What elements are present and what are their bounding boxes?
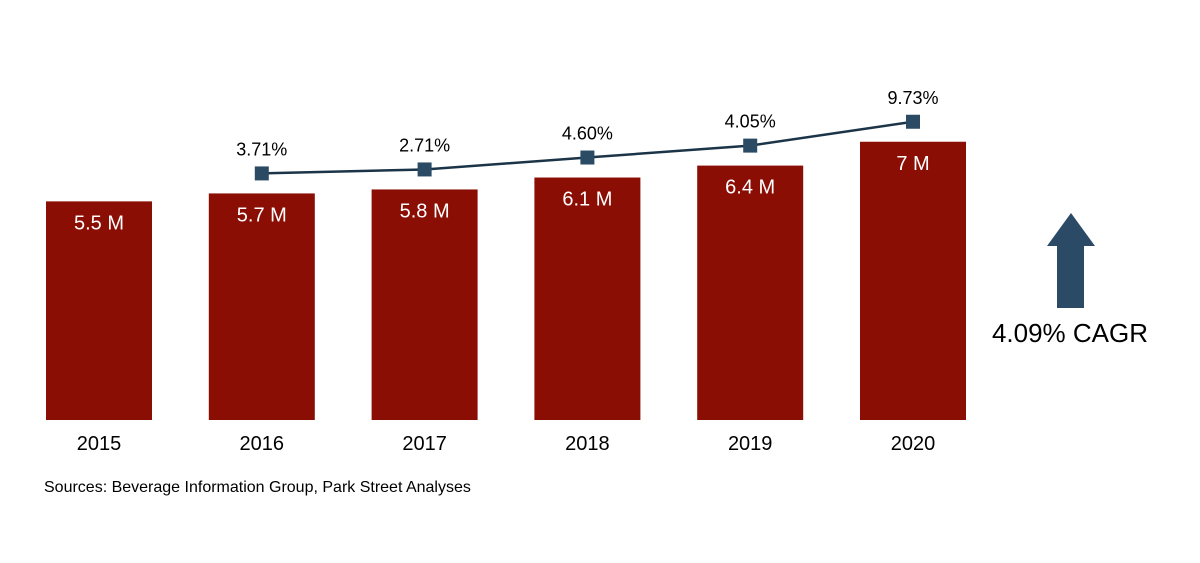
growth-label: 4.05% (725, 112, 776, 132)
cagr-label: 4.09% CAGR (992, 318, 1148, 348)
growth-label: 9.73% (887, 88, 938, 108)
growth-marker-2020 (906, 114, 920, 129)
x-tick-label: 2015 (77, 433, 122, 455)
bar-2019 (697, 165, 804, 420)
x-tick-label: 2019 (728, 433, 773, 455)
growth-marker-2017 (417, 162, 432, 177)
bar-value-label: 5.8 M (400, 200, 450, 222)
bar-value-label: 6.1 M (562, 189, 612, 211)
bar-value-label: 5.7 M (237, 204, 287, 226)
x-tick-label: 2018 (565, 433, 610, 455)
growth-marker-2016 (254, 166, 269, 181)
growth-label: 4.60% (562, 124, 613, 144)
bar-2018 (534, 177, 641, 420)
bar-value-label: 7 M (896, 153, 929, 175)
bar-2020 (860, 141, 966, 420)
up-arrow-icon (1047, 213, 1095, 308)
growth-marker-2018 (580, 150, 595, 165)
bar-value-label: 5.5 M (74, 212, 124, 234)
growth-label: 3.71% (236, 139, 287, 159)
growth-label: 2.71% (399, 135, 450, 155)
bar-2017 (371, 189, 478, 420)
bar-value-label: 6.4 M (725, 177, 775, 199)
bar-2016 (208, 193, 315, 420)
x-tick-label: 2016 (240, 433, 285, 455)
bar-2015 (46, 201, 152, 420)
source-note: Sources: Beverage Information Group, Par… (44, 479, 471, 496)
x-tick-label: 2020 (891, 433, 936, 455)
growth-marker-2019 (743, 138, 758, 153)
x-tick-label: 2017 (402, 433, 447, 455)
